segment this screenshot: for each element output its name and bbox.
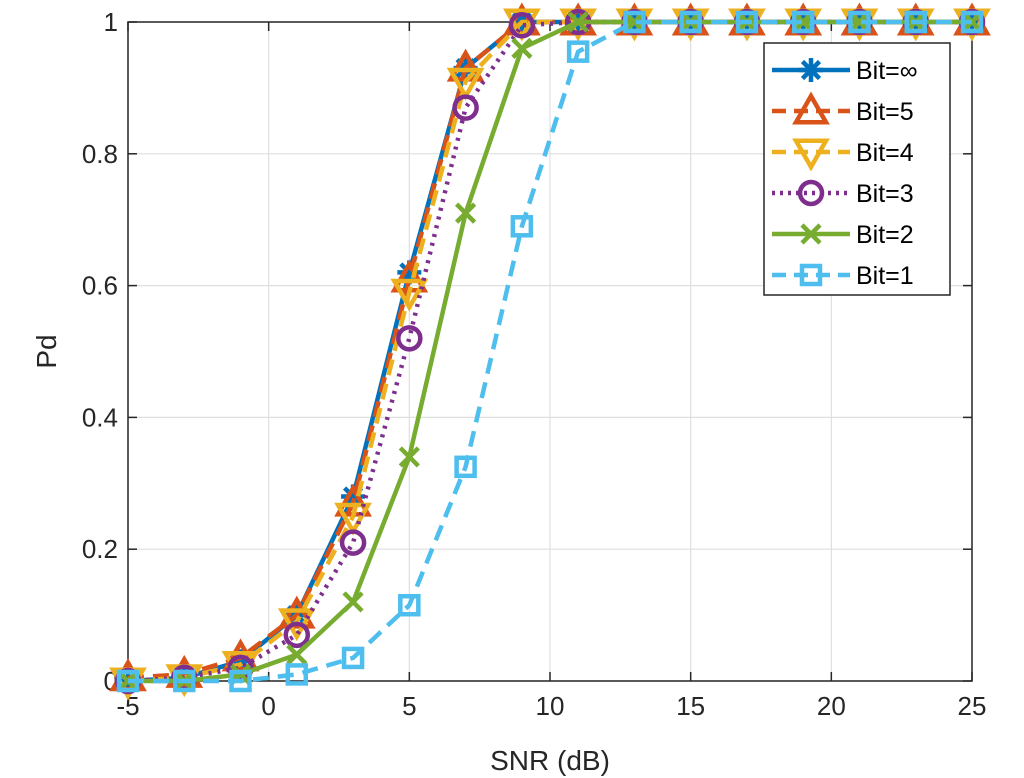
legend-label: Bit=1 (856, 262, 914, 290)
data-point-marker (799, 263, 823, 287)
data-point-marker (229, 669, 252, 693)
series-line (128, 19, 972, 684)
legend-label: Bit=4 (856, 139, 914, 167)
x-tick-label: -5 (116, 691, 139, 721)
data-point-marker (566, 40, 590, 63)
data-point-marker (341, 646, 365, 670)
legend: Bit=∞ Bit=5 Bit=4 Bit=3 Bit=2 Bit=1 (763, 42, 951, 296)
data-point-marker (342, 591, 364, 613)
data-point-marker (277, 608, 316, 642)
data-point-marker (848, 10, 871, 34)
data-point-marker (960, 10, 984, 34)
data-point-marker (452, 94, 479, 121)
legend-label: Bit=5 (856, 98, 914, 126)
data-point-marker (510, 215, 534, 238)
data-point-marker (446, 67, 485, 101)
legend-item: Bit=∞ (772, 57, 918, 85)
y-tick-label: 0.4 (82, 402, 118, 432)
data-point-marker (277, 595, 316, 629)
legend-item: Bit=4 (772, 138, 914, 172)
legend-item: Bit=2 (772, 221, 914, 249)
data-point-marker (390, 278, 429, 312)
data-point-marker (792, 11, 814, 33)
data-point-marker (679, 10, 702, 34)
data-point-marker (286, 644, 308, 666)
data-point-marker (792, 91, 830, 125)
data-point-marker (735, 10, 759, 34)
legend-label: Bit=∞ (856, 57, 918, 85)
data-point-marker (797, 179, 825, 207)
data-point-marker (339, 529, 367, 556)
legend-item: Bit=1 (772, 262, 914, 290)
x-tick-label: 0 (261, 691, 275, 721)
data-point-marker (398, 593, 421, 617)
legend-item: Bit=5 (772, 91, 914, 126)
data-point-marker (848, 11, 871, 33)
y-tick-label: 1 (104, 7, 118, 37)
data-point-marker (502, 8, 541, 42)
y-axis-label: Pd (31, 334, 62, 368)
data-point-marker (173, 669, 196, 693)
y-tick-label: 0.2 (82, 534, 118, 564)
data-point-marker (455, 202, 477, 224)
series-5 (117, 11, 983, 692)
data-point-marker (791, 10, 815, 34)
series-line (128, 19, 972, 684)
data-point-marker (623, 10, 646, 34)
legend-box (763, 42, 951, 296)
data-point-marker (454, 455, 477, 479)
y-tick-label: 0.6 (82, 271, 118, 301)
legend-item: Bit=3 (772, 179, 914, 208)
data-point-marker (283, 621, 311, 649)
y-tick-label: 0.8 (82, 139, 118, 169)
data-point-marker (116, 669, 140, 693)
x-axis-label: SNR (dB) (490, 745, 610, 776)
data-point-marker (800, 59, 822, 81)
data-point-marker (567, 11, 589, 33)
data-point-marker (792, 138, 830, 172)
series-6 (116, 10, 984, 693)
legend-label: Bit=2 (856, 221, 914, 249)
x-tick-label: 5 (402, 691, 416, 721)
data-point-marker (396, 325, 423, 352)
legend-label: Bit=3 (856, 180, 914, 208)
data-point-marker (508, 12, 536, 39)
x-tick-label: 10 (536, 691, 565, 721)
x-tick-label: 15 (676, 691, 705, 721)
data-point-marker (398, 446, 420, 468)
data-point-marker (285, 663, 309, 686)
data-point-marker (623, 11, 645, 33)
x-tick-label: 20 (817, 691, 846, 721)
x-tick-label: 25 (958, 691, 987, 721)
data-point-marker (334, 502, 372, 536)
data-point-marker (904, 10, 927, 34)
data-point-marker (800, 223, 822, 245)
series-layer (109, 2, 991, 701)
data-point-marker (511, 37, 533, 59)
